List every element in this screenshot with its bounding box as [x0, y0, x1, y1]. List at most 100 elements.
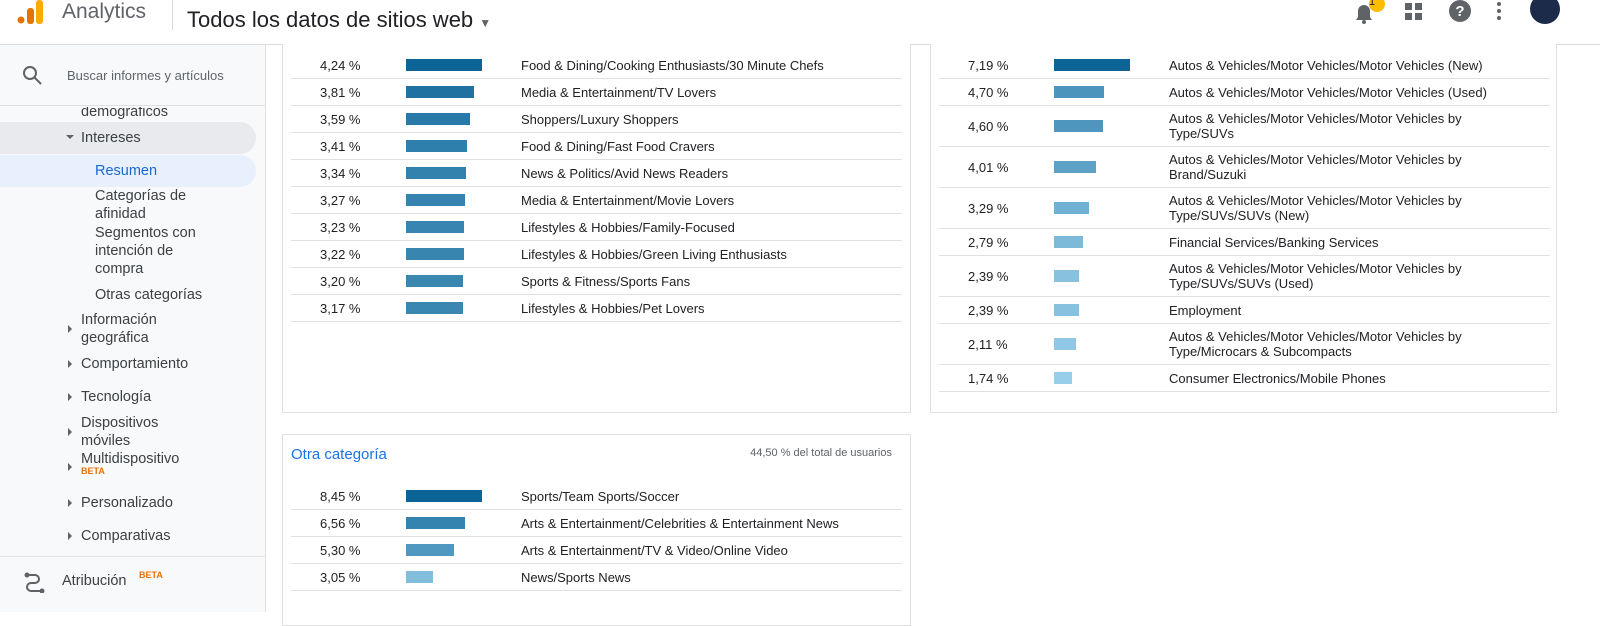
percent-label: 8,45 % [320, 488, 361, 504]
table-row: 3,41 % Food & Dining/Fast Food Cravers [291, 133, 902, 160]
nav-item[interactable]: Categorías de afinidad [95, 188, 187, 222]
category-name: Autos & Vehicles/Motor Vehicles/Motor Ve… [1169, 57, 1483, 73]
bar [406, 544, 454, 556]
table-row: 2,79 % Financial Services/Banking Service… [939, 229, 1550, 256]
nav-item[interactable]: Dispositivos móviles [81, 415, 159, 449]
table-row: 2,11 % Autos & Vehicles/Motor Vehicles/Mo… [939, 324, 1550, 365]
attribution-icon [24, 572, 45, 593]
product-name: Analytics [62, 0, 147, 23]
top-bar: Analytics Todos los datos de sitios web … [0, 0, 1600, 45]
table-row: 4,70 % Autos & Vehicles/Motor Vehicles/Mo… [939, 79, 1550, 106]
category-name: Arts & Entertainment/Celebrities & Enter… [521, 515, 839, 531]
category-name: News/Sports News [521, 569, 631, 585]
percent-label: 4,24 % [320, 57, 361, 73]
bar-cell [388, 194, 521, 206]
percent-label: 3,41 % [320, 138, 361, 154]
category-name: Lifestyles & Hobbies/Green Living Enthus… [521, 246, 787, 262]
category-name: Media & Entertainment/Movie Lovers [521, 192, 735, 208]
percent-label: 2,39 % [968, 302, 1009, 318]
table-row: 4,01 % Autos & Vehicles/Motor Vehicles/Mo… [939, 147, 1550, 188]
bar-cell [1036, 202, 1169, 214]
table-row: 3,29 % Autos & Vehicles/Motor Vehicles/Mo… [939, 188, 1550, 229]
table-row: 7,19 % Autos & Vehicles/Motor Vehicles/Mo… [939, 52, 1550, 79]
percent-label: 3,29 % [968, 200, 1009, 216]
bar [406, 221, 464, 233]
percent-label: 3,59 % [320, 111, 361, 127]
nav-item[interactable]: Intereses [81, 130, 141, 146]
bar [1054, 202, 1089, 214]
category-name: Food & Dining/Fast Food Cravers [521, 138, 715, 154]
nav-item[interactable]: Comparativas [81, 528, 171, 544]
bar [1054, 161, 1097, 173]
nav-item[interactable]: Resumen [95, 163, 158, 179]
property-selector[interactable]: Todos los datos de sitios web ▼ [187, 7, 492, 32]
caret [68, 463, 72, 471]
apps[interactable] [1404, 2, 1424, 22]
percent-label: 4,60 % [968, 118, 1009, 134]
help[interactable]: ? [1448, 0, 1472, 24]
nav-item[interactable]: Tecnología [81, 389, 152, 405]
table-row: 2,39 % Autos & Vehicles/Motor Vehicles/Mo… [939, 256, 1550, 297]
bar [1054, 270, 1080, 282]
percent-label: 3,05 % [320, 569, 361, 585]
table-row: 4,24 % Food & Dining/Cooking Enthusiasts/… [291, 52, 902, 79]
category-name: Lifestyles & Hobbies/Pet Lovers [521, 300, 705, 316]
percent-label: 3,27 % [320, 192, 361, 208]
notifications[interactable] [1350, 0, 1390, 30]
nav-item[interactable]: Segmentos con intención de compra [95, 225, 196, 277]
category-name: Autos & Vehicles/Motor Vehicles/Motor Ve… [1169, 111, 1462, 141]
caret [66, 135, 74, 139]
bar-cell [1036, 372, 1169, 384]
nav-item[interactable]: Otras categorías [95, 287, 203, 303]
search-input[interactable]: Buscar informes y artículos [67, 68, 224, 83]
percent-label: 2,79 % [968, 234, 1009, 250]
table-row: 5,30 % Arts & Entertainment/TV & Video/On… [291, 537, 902, 564]
table-row: 3,20 % Sports & Fitness/Sports Fans [291, 268, 902, 295]
bar [406, 571, 434, 583]
table-row: 8,45 % Sports/Team Sports/Soccer [291, 483, 902, 510]
category-name: Autos & Vehicles/Motor Vehicles/Motor Ve… [1169, 152, 1462, 182]
nav-item[interactable]: demográficos [81, 104, 169, 120]
bar [406, 194, 465, 206]
bar [406, 167, 466, 179]
logo [17, 0, 43, 24]
bar [1054, 372, 1073, 384]
category-name: News & Politics/Avid News Readers [521, 165, 729, 181]
avatar[interactable] [1530, 0, 1560, 24]
bar [1054, 236, 1084, 248]
percent-label: 3,17 % [320, 300, 361, 316]
caret [68, 532, 72, 540]
bar-cell [1036, 161, 1169, 173]
bar [406, 248, 464, 260]
sidebar: Buscar informes y artículos demográficos… [0, 45, 266, 612]
nav-item[interactable]: Personalizado [81, 495, 173, 511]
caret [68, 325, 72, 333]
panel-total: 44,50 % del total de usuarios [750, 447, 892, 459]
percent-label: 3,34 % [320, 165, 361, 181]
caret [68, 393, 72, 401]
bar [406, 86, 475, 98]
search-icon[interactable] [22, 65, 44, 87]
bar [1054, 338, 1077, 350]
nav-item[interactable]: Atribución [62, 573, 127, 589]
category-name: Media & Entertainment/TV Lovers [521, 84, 717, 100]
table-row: 3,34 % News & Politics/Avid News Readers [291, 160, 902, 187]
percent-label: 1,74 % [968, 370, 1009, 386]
property-name[interactable]: Todos los datos de sitios web [187, 7, 474, 32]
panel: Otra categoría 44,50 % del total de usua… [282, 434, 911, 626]
category-name: Sports & Fitness/Sports Fans [521, 273, 691, 289]
percent-label: 3,20 % [320, 273, 361, 289]
nav-selected-bg [0, 122, 256, 154]
bar [1054, 59, 1130, 71]
category-name: Autos & Vehicles/Motor Vehicles/Motor Ve… [1169, 193, 1462, 223]
percent-label: 7,19 % [968, 57, 1009, 73]
bar [1054, 304, 1080, 316]
table-row: 3,23 % Lifestyles & Hobbies/Family-Focuse… [291, 214, 902, 241]
nav-item[interactable]: Información geográfica [81, 312, 157, 346]
more[interactable] [1494, 0, 1504, 22]
nav-item[interactable]: Comportamiento [81, 356, 189, 372]
nav-item[interactable]: Multidispositivo [81, 451, 180, 467]
category-name: Autos & Vehicles/Motor Vehicles/Motor Ve… [1169, 329, 1462, 359]
category-name: Food & Dining/Cooking Enthusiasts/30 Min… [521, 57, 824, 73]
caret [68, 360, 72, 368]
